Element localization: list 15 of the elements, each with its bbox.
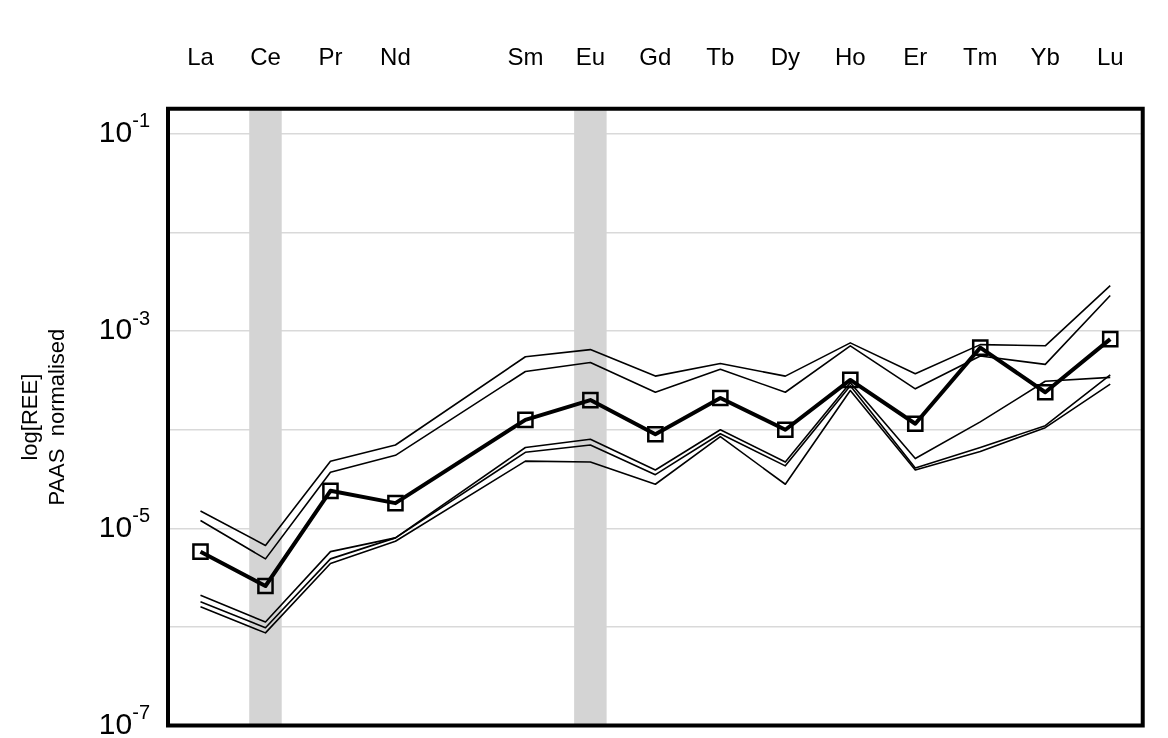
x-tick-label: La	[187, 43, 215, 71]
x-tick-label: Tm	[962, 43, 998, 71]
x-tick-label: Gd	[639, 43, 672, 71]
x-tick-label: Ce	[250, 43, 281, 71]
x-tick-label: Nd	[380, 43, 411, 71]
x-tick-label: Eu	[575, 43, 606, 71]
x-tick-label: Ho	[834, 43, 866, 71]
x-tick-label: Er	[903, 43, 928, 71]
x-tick-label: Yb	[1030, 43, 1060, 71]
x-tick-label: Lu	[1096, 43, 1124, 71]
y-axis-title: log[REE] PAAS normalised	[17, 328, 69, 506]
x-tick-label: Tb	[706, 43, 735, 71]
x-tick-label: Sm	[507, 43, 544, 71]
x-tick-label: Pr	[318, 43, 343, 71]
x-tick-label: Dy	[770, 43, 800, 71]
